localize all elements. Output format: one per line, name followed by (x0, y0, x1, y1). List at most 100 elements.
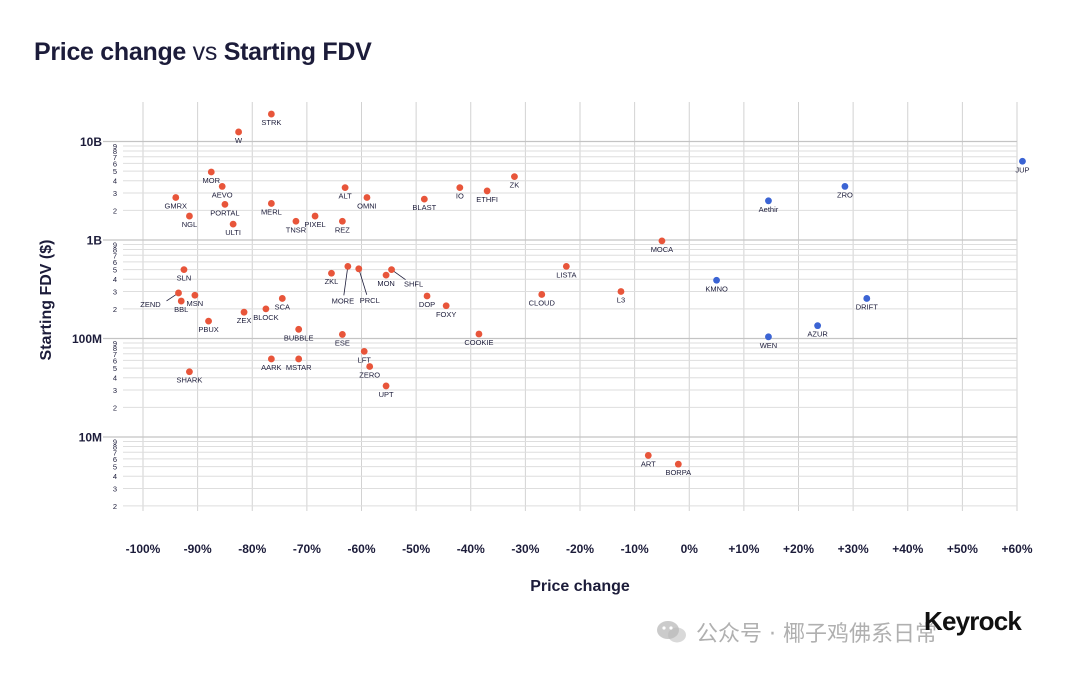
data-point (863, 295, 871, 302)
x-tick-label: +50% (947, 542, 978, 556)
point-label: OMNI (357, 202, 377, 211)
point-label: ESE (335, 338, 350, 347)
y-minor-tick-label: 4 (113, 374, 117, 383)
data-point (1019, 157, 1026, 165)
watermark: 公众号 · 椰子鸡佛系日常 (656, 616, 937, 648)
point-label: AEVO (212, 190, 233, 199)
data-points (172, 110, 1026, 468)
data-point (355, 265, 363, 273)
grid-lines (103, 102, 1018, 511)
y-minor-tick-label: 5 (113, 266, 117, 275)
x-tick-label: +60% (1001, 542, 1032, 556)
data-point (235, 128, 242, 136)
point-label: MORE (332, 296, 355, 305)
point-label: REZ (335, 225, 350, 234)
point-label: ART (641, 459, 656, 468)
data-point (229, 220, 237, 228)
y-minor-tick-label: 2 (113, 305, 117, 314)
y-minor-tick-label: 2 (113, 403, 117, 412)
point-label: SHARK (177, 376, 203, 385)
point-label: PRCL (360, 296, 380, 305)
point-label: COOKIE (464, 338, 493, 347)
point-label: AZUR (807, 330, 828, 339)
point-label: STRK (261, 118, 281, 127)
data-point (205, 317, 212, 325)
point-label: SLN (177, 274, 192, 283)
data-point (363, 194, 371, 201)
x-tick-label: -60% (347, 542, 375, 556)
x-tick-labels: -100% -90% -80% -70% -60% -50% -40% -30% -20% -10… (126, 542, 1033, 556)
x-tick-label: 0% (681, 542, 699, 556)
point-label: LISTA (556, 270, 576, 279)
point-label: MOCA (651, 245, 674, 254)
y-axis-label: Starting FDV ($) (38, 240, 55, 361)
x-tick-label: -100% (126, 542, 161, 556)
y-tick-labels: 2345678923456789234567892345678910M100M1… (72, 135, 117, 511)
data-point (338, 217, 346, 225)
y-minor-tick-label: 3 (113, 485, 117, 494)
y-minor-tick-label: 6 (113, 258, 117, 267)
point-label: SCA (275, 302, 290, 311)
point-label: JUP (1015, 165, 1029, 174)
data-point (765, 333, 772, 341)
data-point (292, 217, 300, 225)
data-point (713, 276, 720, 284)
data-point (267, 200, 275, 207)
data-point (311, 212, 319, 220)
data-point (338, 331, 346, 338)
title-vs: vs (186, 38, 224, 66)
point-label: DRIFT (856, 302, 878, 311)
x-tick-label: -70% (293, 542, 321, 556)
y-minor-tick-label: 6 (113, 356, 117, 365)
data-point (382, 382, 390, 390)
point-label: BORPA (665, 468, 691, 477)
point-label: MERL (261, 207, 282, 216)
data-point (267, 355, 275, 363)
data-point (538, 291, 546, 298)
point-label: L3 (617, 296, 625, 305)
point-label: CLOUD (529, 298, 556, 307)
data-point (423, 292, 431, 300)
point-label: LFT (358, 355, 372, 364)
point-label: WEN (760, 341, 778, 350)
point-label: BLOCK (253, 313, 278, 322)
data-point (221, 200, 229, 208)
y-minor-tick-label: 4 (113, 275, 117, 284)
y-minor-tick-label: 8 (113, 344, 117, 353)
data-point (420, 195, 428, 203)
point-label: MSTAR (286, 363, 312, 372)
point-label: ZEND (140, 300, 161, 309)
y-minor-tick-label: 7 (113, 350, 117, 359)
point-label: AARK (261, 363, 281, 372)
point-label: W (235, 136, 243, 145)
point-label: KMNO (705, 284, 728, 293)
point-label: MSN (187, 299, 204, 308)
point-label: PIXEL (304, 220, 325, 229)
y-major-tick-label: 100M (72, 332, 102, 346)
data-point (617, 288, 625, 295)
point-label: TNSR (286, 225, 307, 234)
point-label: UPT (379, 390, 394, 399)
leader-line (343, 266, 349, 296)
y-minor-tick-label: 8 (113, 443, 117, 452)
data-point (278, 295, 286, 302)
point-label: ZKL (325, 277, 339, 286)
point-label: ZRO (837, 190, 853, 199)
data-point (388, 266, 395, 274)
data-point (674, 460, 682, 468)
data-point (186, 212, 193, 220)
point-labels: STRK W MOR AEVO GMRX PORTAL NGL ULTI MERL TNSRPIX… (140, 118, 1029, 477)
point-label: ALT (339, 192, 353, 201)
y-major-tick-label: 1B (87, 234, 103, 248)
data-point (180, 266, 188, 274)
data-point (262, 305, 270, 313)
point-label: GMRX (165, 202, 188, 211)
x-tick-label: -20% (566, 542, 594, 556)
data-point (186, 368, 193, 376)
data-point (765, 197, 772, 205)
y-minor-tick-label: 5 (113, 364, 117, 373)
x-tick-label: +40% (892, 542, 923, 556)
wechat-icon (656, 619, 688, 645)
data-point (295, 355, 303, 363)
y-major-tick-label: 10B (80, 135, 102, 149)
